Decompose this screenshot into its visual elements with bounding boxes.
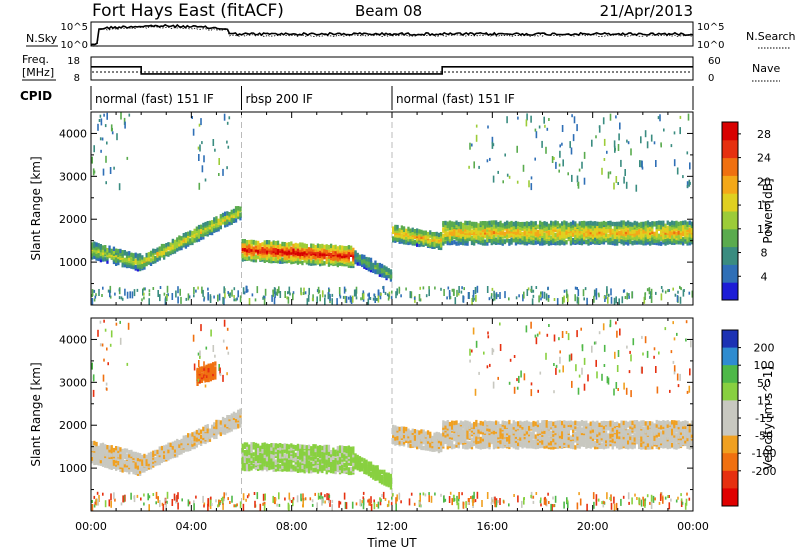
station-title: Fort Hays East (fitACF) <box>92 1 284 21</box>
colorbar-tick-label: 100 <box>754 359 775 372</box>
nave-tick-top: 60 <box>708 56 721 67</box>
noise-tick-top-left: 10^5 <box>61 22 88 33</box>
colorbar-swatch <box>722 330 738 349</box>
colorbar-tick-label: -200 <box>752 465 777 478</box>
y-tick-label: 3000 <box>59 376 87 389</box>
cpid-segment-label: normal (fast) 151 IF <box>95 92 214 106</box>
y-axis-label: Slant Range [km] <box>29 362 43 466</box>
x-tick-label: 00:00 <box>75 520 107 533</box>
y-tick-label: 4000 <box>59 127 87 140</box>
date-title: 21/Apr/2013 <box>600 2 693 20</box>
colorbar-swatch <box>722 382 738 401</box>
beam-title: Beam 08 <box>355 2 422 20</box>
x-tick-label: 16:00 <box>476 520 508 533</box>
freq-label: Freq. <box>22 53 49 66</box>
noise-tick-bottom-right: 10^0 <box>697 40 724 51</box>
colorbar-tick-label: 4 <box>761 270 768 283</box>
velocity-panel: 1000 2000 3000 4000 Slant Range [km] <box>29 317 694 512</box>
colorbar-tick-label: 28 <box>757 128 771 141</box>
colorbar-swatch <box>722 435 738 454</box>
freq-trace <box>91 66 693 75</box>
nave-tick-bottom: 0 <box>708 73 714 84</box>
nsky-label: N.Sky <box>26 32 58 45</box>
y-tick-label: 1000 <box>59 256 87 269</box>
freq-tick-bottom: 8 <box>74 73 80 84</box>
colorbar-swatch <box>722 264 738 283</box>
y-tick-label: 1000 <box>59 462 87 475</box>
colorbar-swatch <box>722 211 738 230</box>
noise-search-trace <box>90 26 694 47</box>
noise-sky-trace <box>90 23 694 46</box>
colorbar-swatch <box>722 157 738 176</box>
colorbar-swatch <box>722 193 738 212</box>
noise-strip: 10^5 10^0 10^5 10^0 N.Sky N.Search <box>26 21 796 51</box>
x-tick-label: 00:00 <box>677 520 709 533</box>
power-panel: 1000 2000 3000 4000 Slant Range [km] <box>29 111 694 306</box>
power-colorbar: 4 8 12 16 20 24 28 Power [dB] <box>721 121 775 301</box>
colorbar-swatch <box>722 400 738 419</box>
colorbar-tick-label: 15 <box>757 394 771 407</box>
colorbar-tick-label: 20 <box>757 175 771 188</box>
colorbar-swatch <box>722 246 738 265</box>
colorbar-swatch <box>722 228 738 248</box>
y-tick-label: 2000 <box>59 419 87 432</box>
time-axis: 00:00 04:00 08:00 12:00 16:00 20:00 00:00 <box>75 520 709 533</box>
colorbar-tick-label: -15 <box>755 412 773 425</box>
cpid-segment-label: normal (fast) 151 IF <box>396 92 515 106</box>
colorbar-tick-label: -100 <box>752 447 777 460</box>
freq-tick-top: 18 <box>67 56 80 67</box>
y-tick-label: 4000 <box>59 333 87 346</box>
colorbar-swatch <box>722 175 738 194</box>
x-tick-label: 20:00 <box>577 520 609 533</box>
nave-label: Nave <box>752 62 780 75</box>
colorbar-label: Power [dB] <box>761 178 775 243</box>
colorbar-label: Velocity [m s^-1] <box>761 366 775 470</box>
colorbar-swatch <box>722 488 738 507</box>
y-tick-label: 2000 <box>59 213 87 226</box>
x-tick-label: 08:00 <box>276 520 308 533</box>
cpid-label: CPID <box>20 89 52 103</box>
nsearch-label: N.Search <box>746 30 796 43</box>
colorbar-swatch <box>722 453 738 472</box>
echo-cells <box>91 112 694 306</box>
noise-tick-top-right: 10^5 <box>697 22 724 33</box>
colorbar-swatch <box>722 122 738 141</box>
colorbar-swatch <box>722 347 738 366</box>
x-axis-label: Time UT <box>366 536 417 550</box>
echo-cells <box>91 319 694 512</box>
colorbar-swatch <box>722 470 738 489</box>
colorbar-tick-label: 50 <box>757 377 771 390</box>
colorbar-swatch <box>722 139 738 159</box>
noise-tick-bottom-left: 10^0 <box>61 40 88 51</box>
colorbar-tick-label: 12 <box>757 223 771 236</box>
x-tick-label: 12:00 <box>376 520 408 533</box>
y-axis-label: Slant Range [km] <box>29 156 43 260</box>
colorbar-tick-label: 200 <box>754 342 775 355</box>
colorbar-tick-label: 16 <box>757 199 771 212</box>
colorbar-tick-label: 8 <box>761 247 768 260</box>
colorbar-tick-label: -50 <box>755 430 773 443</box>
freq-strip: 18 8 60 0 Freq. [MHz] Nave <box>22 53 780 84</box>
cpid-segment-label: rbsp 200 IF <box>246 92 313 106</box>
x-tick-label: 04:00 <box>175 520 207 533</box>
colorbar-swatch <box>722 365 738 384</box>
colorbar-swatch <box>722 282 738 301</box>
colorbar-swatch <box>722 418 738 437</box>
freq-unit-label: [MHz] <box>22 66 54 79</box>
y-tick-label: 3000 <box>59 170 87 183</box>
colorbar-tick-label: 24 <box>757 152 771 165</box>
cpid-strip: normal (fast) 151 IF rbsp 200 IF normal (f… <box>90 86 694 110</box>
